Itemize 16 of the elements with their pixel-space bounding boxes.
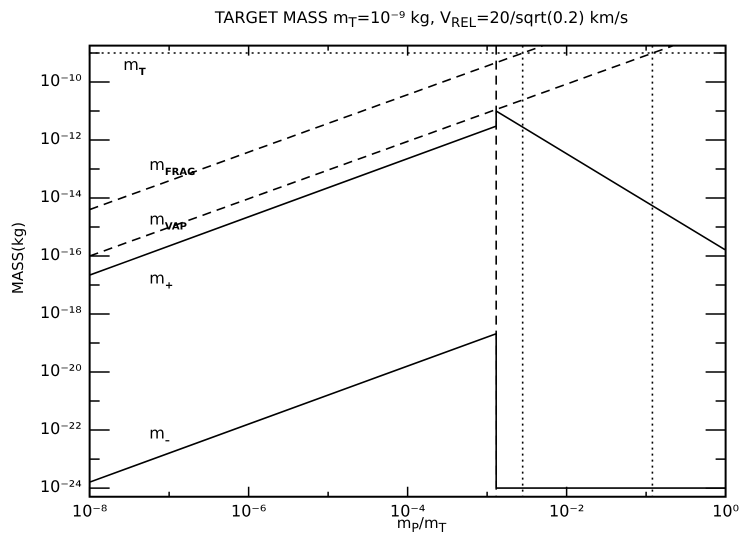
y-tick-label: 10⁻¹² (40, 129, 82, 148)
x-tick-label: 10⁻⁸ (72, 502, 108, 521)
series-label: m– (149, 423, 170, 446)
y-tick-label: 10⁻¹⁰ (40, 71, 82, 90)
y-tick-label: 10⁻²² (40, 419, 82, 438)
y-axis-title: MASS(kg) (9, 222, 28, 294)
x-tick-label: 10⁻² (549, 502, 584, 521)
series-label: m+ (149, 268, 174, 292)
x-tick-label: 10⁻⁶ (231, 502, 266, 521)
y-tick-label: 10⁻¹⁸ (40, 303, 82, 322)
y-tick-label: 10⁻¹⁴ (40, 187, 82, 206)
y-tick-label: 10⁻²⁴ (40, 477, 82, 496)
y-tick-label: 10⁻²⁰ (40, 361, 82, 380)
chart-title: TARGET MASS m$_{T}$=10⁻⁹ kg, V$_{REL}$=20/sqrt(0.2) km/s (214, 8, 630, 32)
y-tick-label: 10⁻¹⁶ (40, 245, 82, 264)
x-tick-label: 10⁰ (712, 502, 740, 521)
